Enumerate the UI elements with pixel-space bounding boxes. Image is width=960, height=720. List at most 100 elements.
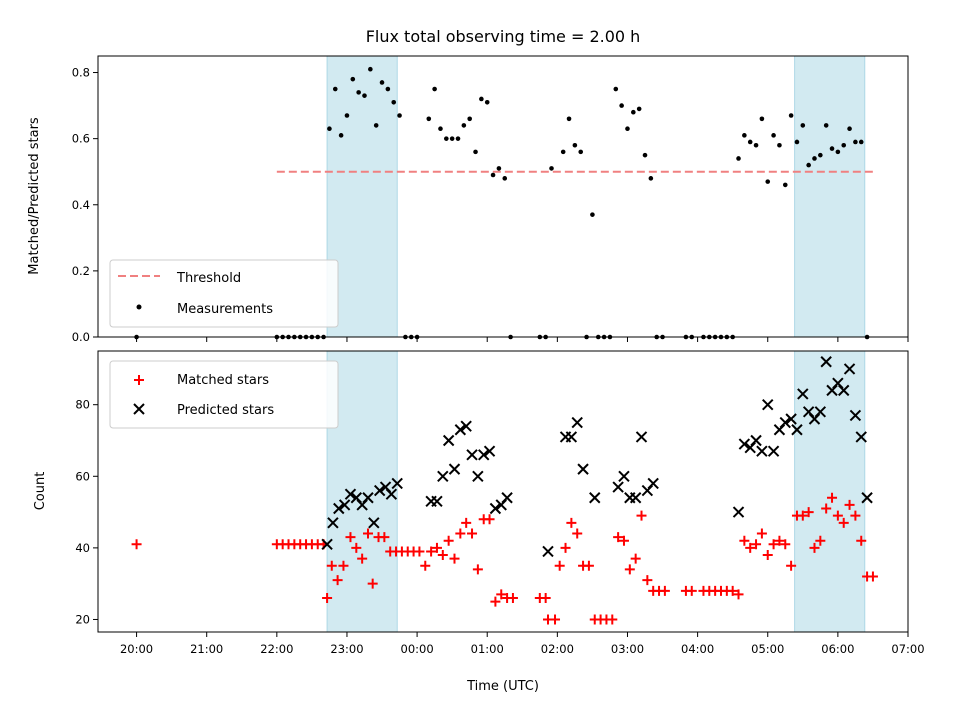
matched-star-point [326, 560, 337, 571]
measurement-point [619, 103, 624, 108]
matched-star-point [490, 596, 501, 607]
measurement-point [742, 133, 747, 138]
predicted-star-point [791, 424, 803, 436]
predicted-star-point [344, 488, 357, 500]
predicted-star-point [612, 481, 624, 493]
measurement-point [759, 116, 765, 122]
predicted-star-point [861, 492, 873, 504]
y-tick-label: 0.6 [72, 132, 90, 146]
legend-matched-label: Matched stars [177, 373, 269, 388]
measurement-point [578, 149, 584, 155]
x-tick-label: 01:00 [471, 642, 504, 656]
bottom-x-ticks: 20:00 21:00 22:00 23:00 00:00 01:00 02:00 03:00… [120, 632, 925, 656]
predicted-star-point [635, 431, 648, 443]
measurement-points [134, 66, 870, 340]
matched-star-point [322, 592, 333, 603]
measurement-point [853, 139, 858, 145]
measurement-point [391, 99, 397, 105]
matched-star-point [797, 510, 808, 521]
legend-threshold-label: Threshold [176, 271, 241, 286]
measurement-point [812, 156, 817, 161]
bottom-y-axis-label: Count [33, 472, 48, 511]
predicted-star-point [750, 434, 762, 447]
matched-star-point [803, 507, 814, 518]
bottom-y-ticks: 20 40 60 80 [75, 398, 98, 626]
matched-star-point [572, 528, 583, 539]
measurement-point [747, 139, 753, 145]
matched-star-point [431, 542, 442, 553]
measurement-point [765, 179, 771, 184]
y-tick-label: 60 [75, 469, 90, 483]
matched-star-point [496, 589, 507, 600]
measurement-point [502, 176, 508, 181]
matched-star-point [566, 517, 577, 528]
measurement-point [496, 166, 502, 171]
measurement-point [467, 116, 472, 122]
measurement-point [444, 136, 449, 141]
legend-predicted-label: Predicted stars [177, 403, 274, 418]
top-y-axis-label: Matched/Predicted stars [27, 117, 42, 275]
matched-star-point [443, 535, 454, 546]
matched-star-point [642, 575, 653, 586]
matched-star-point [467, 528, 478, 539]
measurement-point [788, 113, 794, 118]
y-tick-label: 20 [75, 612, 90, 626]
matched-star-point [449, 553, 460, 564]
bottom-axes-frame [97, 350, 909, 633]
measurement-point [449, 136, 455, 141]
predicted-star-point [391, 477, 403, 490]
matched-star-point [550, 614, 561, 625]
measurement-point [771, 133, 776, 138]
x-tick-label: 22:00 [260, 642, 293, 656]
predicted-star-point [767, 445, 780, 457]
top-legend: Threshold Measurements [109, 259, 339, 328]
measurement-point [385, 86, 391, 92]
predicted-star-point [738, 438, 751, 450]
x-tick-label: 04:00 [681, 642, 714, 656]
predicted-star-point [855, 431, 867, 443]
predicted-star-point [820, 356, 832, 368]
measurement-point [479, 96, 484, 102]
matched-star-point [426, 546, 437, 557]
matched-star-point [751, 539, 762, 550]
x-tick-label: 02:00 [541, 642, 574, 656]
measurement-point [379, 80, 385, 85]
matched-star-point [338, 560, 349, 571]
measurement-point [484, 99, 490, 105]
shaded-interval [326, 55, 398, 338]
matched-star-point [659, 585, 670, 596]
measurement-point [461, 123, 467, 128]
predicted-star-point [732, 506, 745, 518]
matched-star-point [414, 546, 425, 557]
predicted-star-point [762, 398, 774, 411]
matched-star-point [856, 535, 867, 546]
measurement-point [794, 139, 800, 145]
predicted-star-point [565, 431, 578, 443]
matched-star-point [345, 532, 356, 543]
predicted-star-point [785, 413, 797, 425]
matched-star-point [727, 585, 738, 596]
matched-star-point [745, 542, 756, 553]
top-y-ticks: 0.0 0.2 0.4 0.6 0.8 [72, 66, 98, 344]
top-shaded-regions [326, 55, 866, 338]
measurement-point [829, 146, 835, 151]
matched-star-point [351, 542, 362, 553]
measurement-point [327, 126, 332, 132]
matched-star-point [437, 550, 448, 561]
measurement-point [736, 156, 741, 161]
matched-star-point [461, 517, 472, 528]
predicted-star-point [838, 384, 850, 397]
measurement-point [490, 172, 496, 178]
matched-star-point [733, 589, 744, 600]
top-axes-frame [97, 55, 909, 338]
predicted-star-point [647, 477, 659, 490]
x-tick-label: 21:00 [190, 642, 223, 656]
measurement-point [350, 76, 356, 82]
y-tick-label: 0.2 [72, 264, 90, 278]
matched-star-point [613, 532, 624, 543]
x-tick-label: 06:00 [821, 642, 854, 656]
x-tick-label: 00:00 [401, 642, 434, 656]
matched-star-point [583, 560, 594, 571]
matched-star-point [821, 503, 832, 514]
